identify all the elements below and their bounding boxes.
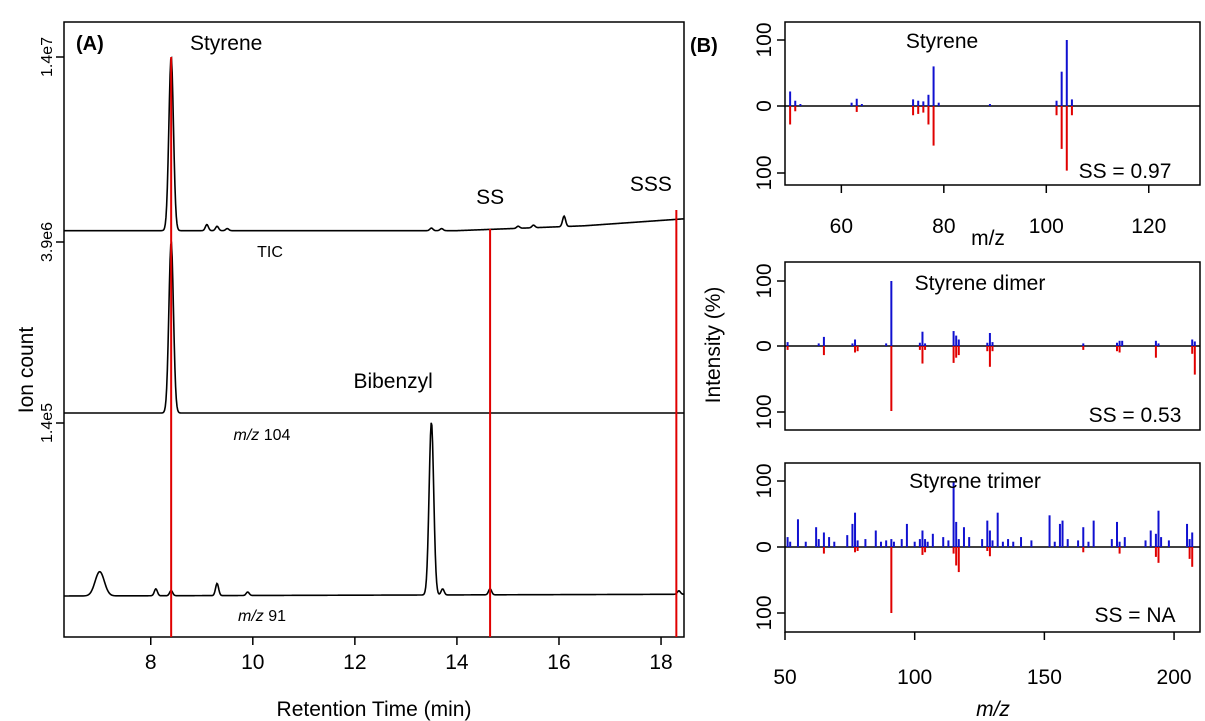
spectrum-title: Styrene	[906, 30, 978, 53]
panel-a-x-tick-label: 8	[145, 651, 157, 674]
spectrum-x-tick-label: 150	[1027, 666, 1062, 689]
similarity-score-label: SS = 0.53	[1089, 404, 1182, 427]
spectrum-x-tick-label: 60	[830, 215, 853, 238]
spectrum-x-label: m/z	[976, 698, 1010, 721]
trace-name-label: m/z 91	[238, 608, 286, 625]
chromatogram-trace	[64, 56, 685, 232]
trace-ymax-label: 1.4e7	[39, 37, 56, 77]
panel-a-frame	[63, 21, 685, 638]
spectrum-y-tick-label: 0	[753, 340, 776, 352]
spectrum-y-tick-label: 100	[753, 595, 776, 630]
panel-a-x-ticks: 8 10 12 14 16 18	[145, 637, 673, 674]
panel-a-x-tick-label: 14	[445, 651, 469, 674]
panel-b: (B) Intensity (%) 100 0 100 60 80 100 120 m/z St…	[690, 21, 1201, 721]
chromatogram-trace	[64, 241, 684, 414]
spectrum-x-tick-label: 100	[897, 666, 932, 689]
panel-a-xlabel: Retention Time (min)	[277, 698, 472, 721]
chromatogram-trace	[64, 422, 685, 597]
spectrum-x-tick-label: 120	[1131, 215, 1166, 238]
similarity-score-label: SS = 0.97	[1079, 160, 1172, 183]
spectrum-x-tick-label: 50	[773, 666, 796, 689]
panel-a-x-tick-label: 18	[649, 651, 672, 674]
panel-a-label: (A)	[76, 33, 104, 55]
spectrum-x-tick-label: 100	[1029, 215, 1064, 238]
spectrum-x-tick-label: 200	[1157, 666, 1192, 689]
panel-a-x-tick-label: 16	[547, 651, 570, 674]
spectrum-title: Styrene trimer	[909, 470, 1041, 493]
spectrum-frame	[784, 21, 1201, 186]
spectrum-y-tick-label: 0	[753, 541, 776, 553]
spectrum-styrene-dimer: 100 0 100 Styrene dimer SS = 0.53	[753, 261, 1201, 431]
spectrum-y-tick-label: 0	[753, 100, 776, 112]
spectrum-styrene: 100 0 100 60 80 100 120 m/z Styrene SS = 0.97	[753, 21, 1201, 250]
panel-a-markers	[170, 57, 678, 637]
peak-annotation: SSS	[630, 173, 672, 196]
panel-a-ylabel: Ion count	[15, 327, 38, 414]
panel-a: (A) Retention Time (min) Ion count 8 10 12…	[15, 21, 685, 721]
spectrum-y-tick-label: 100	[753, 155, 776, 190]
spectrum-y-tick-label: 100	[753, 22, 776, 57]
panel-a-trace-labels: 1.4e7 TIC 3.9e6 m/z 104 1.4e5 m/z 91	[39, 37, 291, 625]
spectrum-title: Styrene dimer	[915, 272, 1046, 295]
trace-ymax-label: 3.9e6	[39, 222, 56, 262]
peak-annotation: SS	[476, 186, 504, 209]
spectrum-y-tick-label: 100	[753, 263, 776, 298]
spectrum-styrene-trimer: 100 0 100 50 100 150 200 m/z Styrene trimer SS = …	[753, 462, 1201, 721]
peak-annotation: Styrene	[190, 32, 262, 55]
spectrum-y-tick-label: 100	[753, 463, 776, 498]
similarity-score-label: SS = NA	[1094, 604, 1175, 627]
panel-a-x-tick-label: 12	[343, 651, 366, 674]
panel-b-label: (B)	[690, 35, 718, 57]
panel-a-traces	[64, 56, 685, 597]
trace-ymax-label: 1.4e5	[39, 403, 56, 443]
spectrum-x-tick-label: 80	[932, 215, 955, 238]
panel-b-ylabel: Intensity (%)	[702, 287, 725, 404]
panel-a-x-tick-label: 10	[241, 651, 264, 674]
trace-name-label: m/z 104	[234, 427, 291, 444]
spectrum-y-tick-label: 100	[753, 394, 776, 429]
trace-name-label: TIC	[257, 244, 283, 261]
spectrum-x-label: m/z	[971, 227, 1005, 250]
peak-annotation: Bibenzyl	[353, 370, 432, 393]
